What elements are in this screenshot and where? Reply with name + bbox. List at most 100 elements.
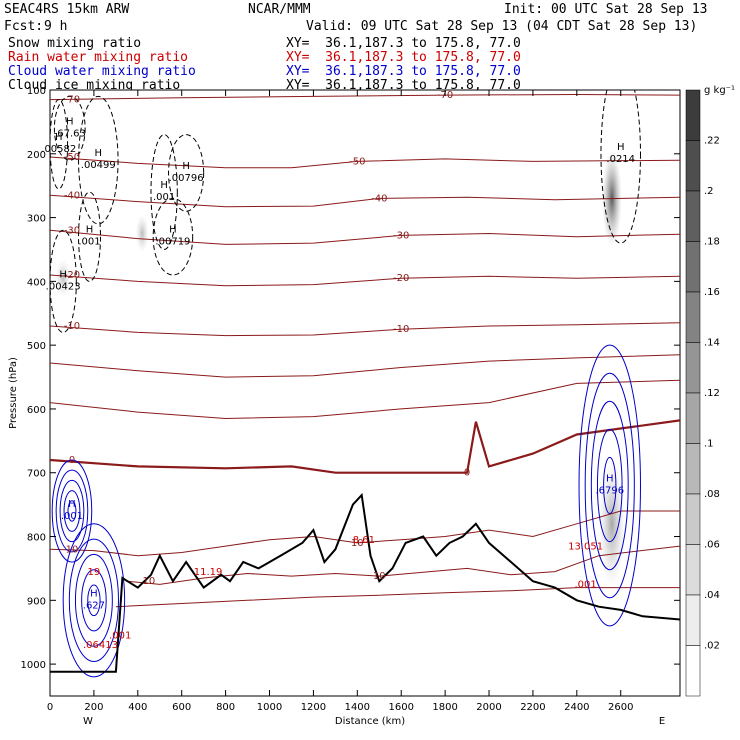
- colorbar-segment: [685, 241, 701, 293]
- colorbar-segment: [685, 594, 701, 646]
- x-tick-label: 2200: [520, 702, 545, 713]
- y-tick-label: 300: [27, 214, 46, 225]
- colorbar-label: .12: [704, 388, 720, 399]
- legend-rain-xy: XY= 36.1,187.3 to 175.8, 77.0: [286, 50, 521, 65]
- rain-label: 11.19: [194, 567, 223, 578]
- isotherm-line: [50, 379, 680, 420]
- x-tick-label: 2000: [476, 702, 501, 713]
- ice-contour-label: -67.63: [54, 128, 86, 139]
- ice-max-marker: H: [95, 148, 103, 159]
- shaded-region: [135, 214, 149, 253]
- ice-max-marker: H: [59, 269, 67, 280]
- legend-cloud-ice-label: Cloud ice mixing ratio: [8, 78, 181, 93]
- isotherm-line: [50, 322, 680, 337]
- isotherm-label: -40: [64, 190, 80, 201]
- ice-contour: [600, 90, 641, 244]
- init-time: Init: 00 UTC Sat 28 Sep 13: [504, 2, 708, 17]
- isotherm-label: -20: [393, 273, 409, 284]
- legend-snow-label: Snow mixing ratio: [8, 36, 142, 51]
- y-tick-label: 800: [27, 533, 46, 544]
- isotherm-label: -10: [393, 324, 409, 335]
- ice-max-marker: H: [182, 161, 190, 172]
- ice-contour: [78, 95, 119, 225]
- isotherm-label: -30: [393, 230, 409, 241]
- colorbar-segment: [685, 645, 701, 697]
- cloud-water-contour: [584, 372, 635, 599]
- cloud-water-max-marker: H: [90, 588, 98, 599]
- ice-contour-label: .00582: [41, 144, 76, 155]
- colorbar-label: .1: [704, 439, 714, 450]
- ice-contour-label: .00423: [46, 281, 81, 292]
- cloud-water-label: .6796: [595, 485, 624, 496]
- cloud-water-contour: [62, 523, 126, 678]
- org-label: NCAR/MMM: [248, 2, 311, 17]
- cloud-water-max-marker: H: [68, 499, 76, 510]
- forecast-label: Fcst:: [4, 19, 44, 34]
- colorbar-segment: [685, 140, 701, 192]
- colorbar-label: .04: [704, 590, 720, 601]
- cloud-water-contour: [590, 400, 629, 571]
- isotherm-label: 0: [464, 468, 470, 479]
- x-tick-label: 600: [172, 702, 191, 713]
- rain-label: .001: [109, 631, 131, 642]
- x-tick-label: 1000: [257, 702, 282, 713]
- y-tick-label: 1000: [21, 660, 46, 671]
- legend-snow-xy: XY= 36.1,187.3 to 175.8, 77.0: [286, 36, 521, 51]
- isotherm-label: 10: [373, 571, 386, 582]
- isotherm-line: [126, 545, 680, 585]
- isotherm-line: [50, 354, 680, 378]
- isotherm-label: 10: [142, 576, 155, 587]
- y-tick-label: 100: [27, 86, 46, 97]
- colorbar-label: .16: [704, 287, 720, 298]
- colorbar-segment: [685, 190, 701, 242]
- y-tick-label: 900: [27, 596, 46, 607]
- cloud-water-contour: [81, 569, 107, 632]
- shaded-region: [598, 459, 626, 588]
- isotherm-line: [50, 274, 680, 287]
- isotherm-line: [50, 194, 680, 208]
- isotherm-line: [50, 156, 680, 169]
- isotherm-label: 10: [351, 538, 364, 549]
- isotherm-label: -30: [64, 225, 80, 236]
- colorbar-label: .2: [704, 186, 714, 197]
- ice-contour-label: .00499: [81, 160, 116, 171]
- x-axis-label: Distance (km): [335, 716, 405, 727]
- y-tick-label: 200: [27, 150, 46, 161]
- cloud-water-max-marker: H: [606, 473, 614, 484]
- legend-cloud-ice-xy: XY= 36.1,187.3 to 175.8, 77.0: [286, 78, 521, 93]
- forecast-value: 9 h: [44, 19, 68, 34]
- isotherm-line: [50, 93, 680, 101]
- isotherm-line: [50, 510, 680, 557]
- cloud-water-contour: [74, 553, 113, 647]
- colorbar-unit: g kg⁻¹: [704, 85, 735, 96]
- x-tick-label: 0: [47, 702, 53, 713]
- ice-contour: [168, 134, 205, 212]
- x-tick-label: 800: [216, 702, 235, 713]
- west-label: W: [83, 716, 93, 727]
- ice-contour-label: .0214: [606, 154, 635, 165]
- y-tick-label: 400: [27, 277, 46, 288]
- cloud-water-contour: [87, 584, 101, 617]
- colorbar-segment: [685, 291, 701, 343]
- isotherm-label: -50: [349, 156, 365, 167]
- ice-contour: [50, 229, 77, 333]
- cloud-water-contour: [55, 469, 89, 553]
- legend-cloud-water-label: Cloud water mixing ratio: [8, 64, 196, 79]
- ice-contour: [78, 191, 101, 282]
- rain-label: 19: [88, 567, 101, 578]
- colorbar-label: .22: [704, 136, 720, 147]
- cloud-water-contour: [596, 428, 623, 543]
- ice-max-marker: H: [160, 180, 168, 191]
- rain-label: .06413: [83, 640, 118, 651]
- terrain-line: [50, 492, 680, 673]
- ice-max-marker: H: [86, 225, 94, 236]
- ice-contour: [50, 99, 69, 190]
- x-tick-label: 1600: [388, 702, 413, 713]
- ice-contour-label: .00719: [155, 237, 190, 248]
- isotherm-label: -50: [64, 152, 80, 163]
- cloud-water-label: .627: [83, 600, 105, 611]
- cloud-water-contour: [51, 459, 93, 563]
- colorbar-segment: [685, 544, 701, 596]
- ice-contour-label: .00796: [169, 173, 204, 184]
- colorbar-segment: [685, 342, 701, 394]
